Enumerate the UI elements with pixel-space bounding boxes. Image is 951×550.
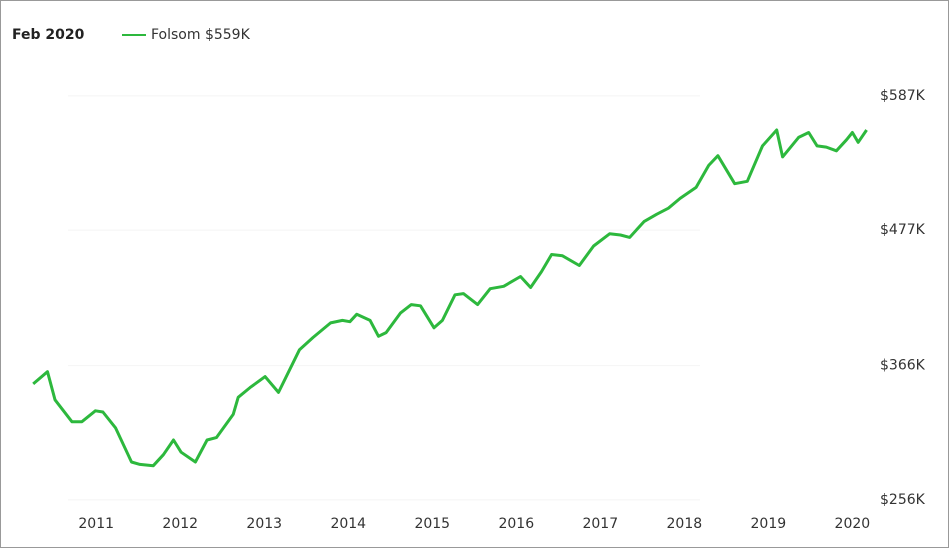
x-tick-label: 2020 — [835, 516, 871, 532]
y-tick-label: $366K — [880, 358, 926, 374]
y-tick-label: $256K — [880, 492, 926, 508]
x-tick-label: 2013 — [246, 516, 282, 532]
x-tick-label: 2011 — [78, 516, 114, 532]
x-tick-label: 2015 — [414, 516, 450, 532]
x-tick-label: 2012 — [162, 516, 198, 532]
x-tick-label: 2019 — [751, 516, 787, 532]
x-tick-label: 2017 — [582, 516, 618, 532]
series-line — [32, 128, 868, 468]
chart-title: Feb 2020 — [12, 27, 85, 43]
legend-label: Folsom $559K — [151, 27, 251, 43]
x-tick-label: 2014 — [330, 516, 366, 532]
x-tick-label: 2016 — [498, 516, 534, 532]
x-tick-label: 2018 — [667, 516, 703, 532]
y-tick-label: $587K — [880, 88, 926, 104]
y-tick-label: $477K — [880, 222, 926, 238]
